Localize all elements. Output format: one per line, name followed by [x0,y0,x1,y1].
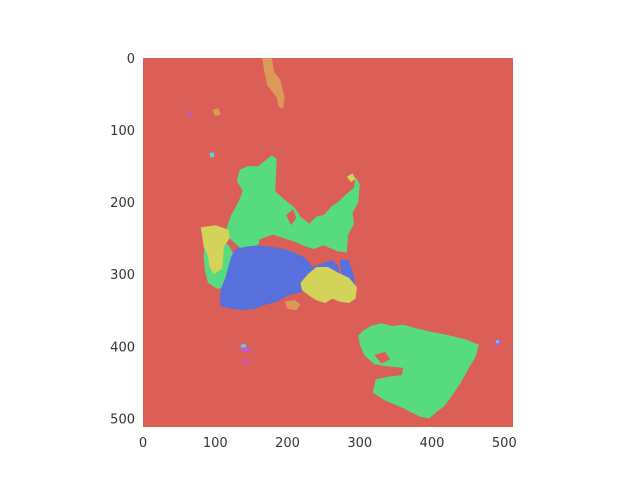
region-yellow [300,267,357,303]
x-tick-label: 400 [420,436,445,451]
region-magenta [186,110,192,116]
region-green [358,323,479,419]
y-tick-label: 100 [110,124,135,139]
region-yellow [346,173,356,182]
y-tick-label: 400 [110,340,135,355]
x-tick-label: 200 [275,436,300,451]
region-orange [284,300,301,311]
region-orange [212,108,221,117]
x-tick-label: 500 [492,436,517,451]
y-tick-label: 300 [110,268,135,283]
region-green [226,155,360,254]
region-blue [219,245,340,311]
region-background [286,209,297,226]
y-tick-label: 0 [127,52,135,67]
region-cyan [495,339,500,344]
region-cyan [209,152,215,158]
y-tick-label: 500 [110,412,135,427]
y-axis: 0 100 200 300 400 500 [110,52,135,427]
x-tick-label: 100 [203,436,228,451]
region-background [374,352,391,364]
region-yellow [200,225,230,275]
y-tick-label: 200 [110,196,135,211]
region-orange [262,58,285,109]
x-axis: 0 100 200 300 400 500 [139,436,517,451]
region-cyan [240,344,247,348]
plot-area [143,58,513,427]
region-magenta [238,347,253,352]
region-magenta [242,360,249,364]
x-tick-label: 0 [139,436,147,451]
mask-regions [186,58,502,419]
x-tick-label: 300 [347,436,372,451]
